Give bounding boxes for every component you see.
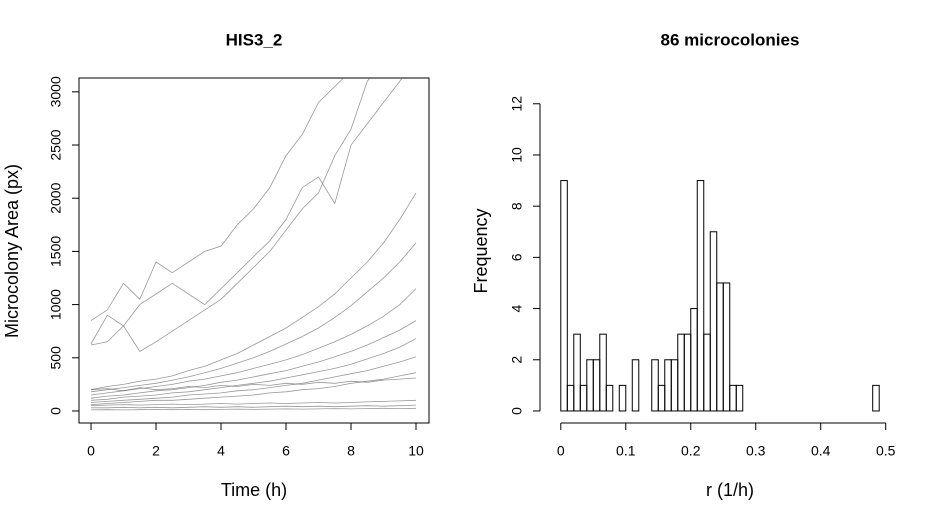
bar: [735, 384, 744, 412]
series-line: [90, 407, 417, 411]
y-tick-label: 2: [509, 356, 525, 364]
x-axis-label: r (1/h): [706, 480, 754, 500]
bar: [696, 180, 705, 412]
x-tick-label: 0.3: [746, 443, 766, 459]
bar: [618, 384, 627, 412]
y-tick-label: 2500: [48, 129, 64, 160]
x-tick-label: 8: [347, 443, 355, 459]
bar: [605, 384, 614, 412]
lines: [90, 78, 417, 411]
x-tick-label: 0.2: [681, 443, 701, 459]
x-tick-label: 2: [152, 443, 160, 459]
y-tick-label: 3000: [48, 76, 64, 107]
bar: [683, 333, 692, 412]
bar: [729, 384, 737, 412]
x-tick-label: 4: [217, 443, 225, 459]
series-line: [90, 242, 417, 393]
x-tick-label: 0.4: [811, 443, 831, 459]
x-tick-label: 0: [87, 443, 95, 459]
bar: [631, 359, 640, 412]
series-line: [90, 78, 371, 352]
bar: [716, 282, 724, 412]
y-tick-label: 1000: [48, 289, 64, 320]
bar: [599, 333, 607, 412]
series-line: [90, 377, 417, 392]
y-tick-label: 12: [509, 96, 525, 112]
series-line: [91, 404, 417, 409]
bar: [651, 359, 659, 412]
x-tick-label: 6: [282, 443, 290, 459]
y-tick-label: 10: [509, 147, 525, 163]
series-line: [90, 78, 403, 345]
bar: [709, 231, 718, 412]
y-axis-label: Microcolony Area (px): [2, 164, 22, 338]
x-tick-label: 10: [408, 443, 424, 459]
chart-title: HIS3_2: [226, 30, 283, 49]
bar: [690, 308, 698, 412]
y-tick-label: 4: [509, 304, 525, 312]
series-line: [90, 356, 417, 403]
bar: [573, 333, 581, 412]
y-tick-label: 1500: [48, 236, 64, 267]
bar: [560, 180, 568, 412]
series-line: [90, 338, 417, 401]
series-line: [90, 320, 417, 399]
bar: [657, 384, 666, 412]
y-tick-label: 2000: [48, 182, 64, 213]
x-tick-label: 0.1: [616, 443, 636, 459]
bar: [722, 282, 731, 412]
chart-title: 86 microcolonies: [661, 30, 800, 49]
series-line: [90, 192, 417, 391]
bar: [872, 384, 880, 412]
x-axis-label: Time (h): [221, 480, 287, 500]
y-tick-label: 0: [48, 407, 64, 415]
y-tick-label: 0: [509, 407, 525, 415]
plot-box: [78, 77, 430, 424]
bar: [664, 359, 672, 412]
y-tick-label: 6: [509, 253, 525, 261]
bar: [703, 333, 711, 412]
bar: [566, 384, 575, 412]
bar: [592, 359, 601, 412]
series-line: [90, 78, 345, 321]
bar: [579, 384, 588, 412]
x-tick-label: 0: [557, 443, 565, 459]
bar: [677, 333, 685, 412]
y-tick-label: 8: [509, 202, 525, 210]
series-line: [90, 399, 417, 407]
bar: [586, 359, 594, 412]
bar: [670, 359, 679, 412]
y-tick-label: 500: [48, 346, 64, 370]
x-tick-label: 0.5: [876, 443, 896, 459]
y-axis-label: Frequency: [471, 208, 491, 293]
